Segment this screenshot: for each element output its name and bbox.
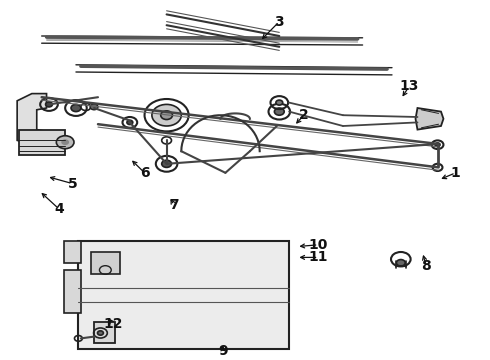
Circle shape [71, 104, 81, 112]
Bar [64, 270, 81, 313]
Polygon shape [416, 108, 443, 130]
Bar [94, 322, 115, 343]
Bar [78, 241, 289, 349]
Circle shape [56, 136, 74, 149]
Text: 4: 4 [54, 202, 64, 216]
Circle shape [276, 100, 283, 105]
Text: 10: 10 [309, 238, 328, 252]
Text: 7: 7 [169, 198, 179, 212]
Text: 5: 5 [68, 177, 77, 190]
Circle shape [61, 139, 69, 145]
Bar [19, 130, 65, 155]
Circle shape [161, 111, 172, 120]
Circle shape [90, 104, 98, 110]
Text: 9: 9 [218, 344, 228, 358]
Circle shape [127, 120, 133, 125]
Circle shape [396, 260, 405, 266]
Circle shape [162, 160, 172, 167]
Bar [64, 241, 81, 263]
Bar [91, 252, 120, 274]
Circle shape [46, 102, 52, 107]
Text: 1: 1 [451, 166, 461, 180]
Circle shape [435, 143, 440, 147]
Circle shape [98, 331, 103, 335]
Text: 8: 8 [421, 260, 431, 273]
Polygon shape [17, 94, 47, 144]
Circle shape [274, 108, 284, 115]
Text: 6: 6 [140, 166, 149, 180]
Text: 3: 3 [274, 15, 284, 28]
Text: 11: 11 [309, 251, 328, 264]
Text: 12: 12 [103, 317, 122, 331]
Text: 13: 13 [399, 80, 419, 93]
Circle shape [152, 104, 181, 126]
Text: 2: 2 [299, 108, 309, 122]
